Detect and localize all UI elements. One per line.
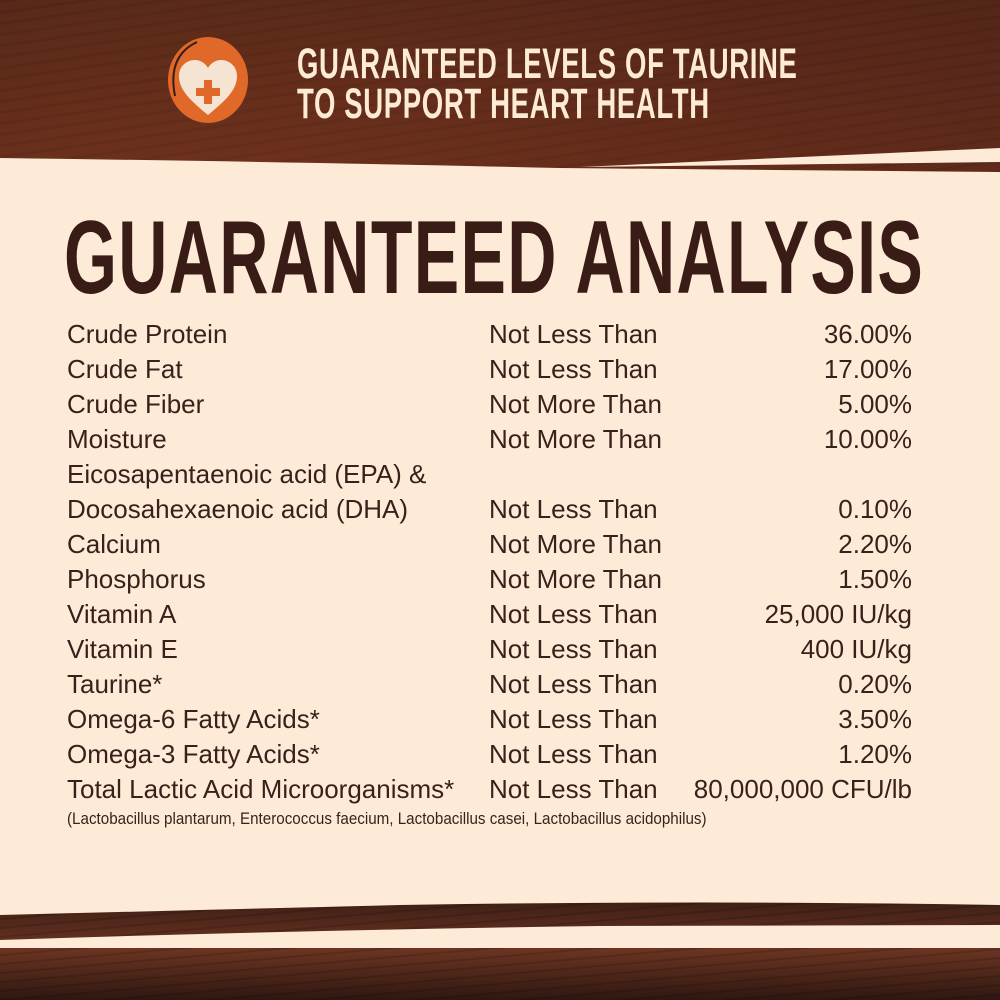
qualifier: Not More Than [489,424,662,454]
footnote: (Lactobacillus plantarum, Enterococcus f… [67,810,707,828]
qualifier: Not Less Than [489,494,658,524]
qualifier: Not Less Than [489,669,658,699]
nutrient-name: Phosphorus [67,564,206,594]
guaranteed-value: 17.00% [823,354,912,384]
guaranteed-value: 25,000 IU/kg [764,599,912,629]
guaranteed-value: 1.50% [838,564,912,594]
guaranteed-value: 1.20% [838,739,912,769]
nutrient-name: Taurine* [67,669,163,699]
nutrient-name: Docosahexaenoic acid (DHA) [67,494,409,524]
qualifier: Not Less Than [489,634,658,664]
qualifier: Not Less Than [489,599,658,629]
table-row: Omega-3 Fatty Acids* Not Less Than 1.20% [67,737,912,772]
qualifier: Not More Than [489,564,662,594]
heart-plus-icon [168,37,248,123]
nutrient-name: Moisture [67,424,167,454]
qualifier: Not Less Than [489,704,658,734]
table-row: Phosphorus Not More Than 1.50% [67,562,912,597]
qualifier: Not More Than [489,529,662,559]
guaranteed-value: 0.20% [838,669,912,699]
nutrient-name: Eicosapentaenoic acid (EPA) & [67,459,427,489]
qualifier: Not Less Than [489,774,658,804]
qualifier: Not Less Than [489,739,658,769]
nutrient-name: Total Lactic Acid Microorganisms* [67,774,455,804]
nutrient-name: Vitamin E [67,634,178,664]
guaranteed-value: 80,000,000 CFU/lb [693,774,912,804]
nutrient-name: Crude Protein [67,319,228,349]
guaranteed-value: 36.00% [823,319,912,349]
wood-background-bottom [0,900,1000,1000]
nutrient-name: Vitamin A [67,599,177,629]
nutrient-name: Crude Fat [67,354,183,384]
table-row: Taurine* Not Less Than 0.20% [67,667,912,702]
guaranteed-value: 2.20% [838,529,912,559]
nutrient-name: Omega-3 Fatty Acids* [67,739,320,769]
table-row: Vitamin A Not Less Than 25,000 IU/kg [67,597,912,632]
table-row: Crude Fiber Not More Than 5.00% [67,387,912,422]
analysis-table: Crude Protein Not Less Than 36.00% Crude Fa… [67,317,912,807]
qualifier: Not Less Than [489,354,658,384]
page-title: GUARANTEED ANALYSIS [64,200,925,316]
guaranteed-value: 5.00% [838,389,912,419]
table-row: Docosahexaenoic acid (DHA) Not Less Than 0… [67,492,912,527]
table-row: Vitamin E Not Less Than 400 IU/kg [67,632,912,667]
nutrient-name: Omega-6 Fatty Acids* [67,704,320,734]
table-row: Crude Fat Not Less Than 17.00% [67,352,912,387]
banner-heading: GUARANTEED LEVELS OF TAURINE TO SUPPORT … [297,40,798,128]
table-row: Calcium Not More Than 2.20% [67,527,912,562]
banner-line-1: GUARANTEED LEVELS OF TAURINE [297,40,798,88]
table-row: Crude Protein Not Less Than 36.00% [67,317,912,352]
guaranteed-value: 10.00% [823,424,912,454]
table-row: Eicosapentaenoic acid (EPA) & [67,457,912,492]
guaranteed-value: 400 IU/kg [800,634,912,664]
guaranteed-value: 3.50% [838,704,912,734]
nutrient-name: Calcium [67,529,161,559]
table-row: Moisture Not More Than 10.00% [67,422,912,457]
qualifier: Not More Than [489,389,662,419]
table-row: Total Lactic Acid Microorganisms* Not Les… [67,772,912,807]
table-row: Omega-6 Fatty Acids* Not Less Than 3.50% [67,702,912,737]
qualifier: Not Less Than [489,319,658,349]
nutrient-name: Crude Fiber [67,389,205,419]
guaranteed-value: 0.10% [838,494,912,524]
banner-line-2: TO SUPPORT HEART HEALTH [297,80,710,128]
